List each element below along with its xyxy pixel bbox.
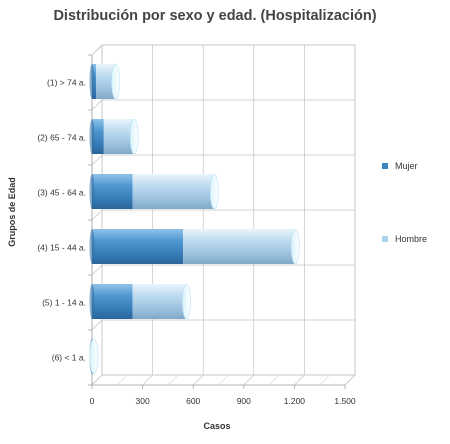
y-side-gridline [91, 209, 103, 221]
bar-end-cap [290, 228, 300, 265]
x-floor-gridline [344, 374, 356, 386]
y-tick-label: (4) 15 - 44 a. [37, 243, 86, 253]
bar-mujer[interactable] [92, 119, 104, 154]
bar-end-cap [129, 118, 139, 155]
x-axis-label: Casos [203, 421, 230, 431]
y-side-gridline [91, 374, 103, 386]
y-side-gridline [91, 44, 103, 56]
y-tick-label: (2) 65 - 74 a. [37, 133, 86, 143]
bar-start-cap [89, 119, 95, 154]
legend-label-hombre[interactable]: Hombre [395, 234, 427, 244]
y-tick-label: (5) 1 - 14 a. [42, 298, 86, 308]
y-tick-label: (3) 45 - 64 a. [37, 188, 86, 198]
x-tick-labels: 0 300 600 900 1.200 1.500 [90, 396, 356, 406]
bar-start-cap [89, 64, 95, 99]
bar-mujer[interactable] [92, 174, 133, 209]
bar-start-cap [89, 284, 95, 319]
plot-grid [88, 44, 356, 389]
bar-start-cap [89, 174, 95, 209]
bar-hombre[interactable] [96, 64, 116, 99]
bars [89, 63, 300, 375]
x-tick-label: 1.200 [284, 396, 306, 406]
y-side-gridline [91, 264, 103, 276]
bar-end-cap [182, 283, 191, 320]
bar-end-cap [111, 63, 120, 100]
x-floor-minor-gridline [319, 374, 330, 386]
y-side-gridline [91, 154, 103, 166]
x-floor-gridline [142, 374, 153, 386]
legend-label-mujer[interactable]: Mujer [395, 161, 418, 171]
y-axis-label: Grupos de Edad [7, 177, 17, 247]
y-side-gridline [91, 319, 103, 331]
bar-start-cap [89, 229, 95, 264]
bar-mujer[interactable] [92, 284, 133, 319]
x-floor-minor-gridline [117, 374, 128, 386]
bar-end-cap [209, 173, 219, 210]
x-tick-label: 600 [186, 396, 200, 406]
x-floor-gridline [243, 374, 255, 386]
x-tick-label: 900 [237, 396, 251, 406]
x-floor-minor-gridline [167, 374, 179, 386]
legend: Mujer Hombre [382, 161, 427, 244]
x-floor-gridline [192, 374, 204, 386]
x-tick-label: 0 [90, 396, 95, 406]
bar-hombre[interactable] [132, 174, 215, 209]
bar-hombre[interactable] [103, 119, 135, 154]
y-tick-label: (1) > 74 a. [47, 78, 86, 88]
bar-hombre[interactable] [132, 284, 187, 319]
y-side-gridline [91, 99, 103, 111]
bar-end-cap [89, 338, 99, 375]
x-floor-minor-gridline [268, 374, 280, 386]
legend-swatch-mujer[interactable] [382, 163, 388, 169]
bar-hombre[interactable] [183, 229, 296, 264]
legend-swatch-hombre[interactable] [382, 236, 388, 242]
bar-mujer[interactable] [92, 229, 184, 264]
x-tick-label: 1.500 [334, 396, 356, 406]
y-tick-label: (6) < 1 a. [52, 353, 86, 363]
x-floor-gridline [294, 374, 305, 386]
y-tick-labels: (1) > 74 a. (2) 65 - 74 a. (3) 45 - 64 a. (… [37, 78, 86, 363]
x-floor-minor-gridline [218, 374, 229, 386]
chart-title: Distribución por sexo y edad. (Hospitali… [53, 8, 376, 24]
x-tick-label: 300 [136, 396, 150, 406]
